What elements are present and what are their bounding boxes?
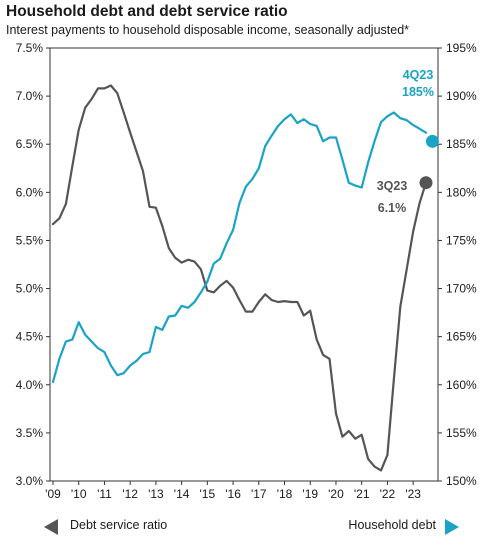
y-left-tick-label: 6.5%: [16, 137, 44, 151]
series: [51, 84, 428, 472]
y-left-tick-label: 7.0%: [16, 89, 44, 103]
x-tick-label: '12: [122, 487, 138, 501]
household-debt-annotation-label: 4Q23: [403, 68, 434, 82]
household-debt-line: [51, 111, 428, 383]
y-left-tick-label: 3.5%: [16, 426, 44, 440]
x-tick-label: '11: [97, 487, 112, 501]
y-left-tick-label: 4.0%: [16, 378, 44, 392]
x-tick-label: '20: [328, 487, 344, 501]
y-right-tick-label: 185%: [446, 137, 477, 151]
y-right-tick-label: 165%: [446, 330, 477, 344]
x-tick-label: '18: [277, 487, 293, 501]
legend-debt-service: Debt service ratio: [70, 518, 168, 532]
chart-title: Household debt and debt service ratio: [6, 3, 288, 20]
x-tick-label: '22: [380, 487, 396, 501]
debt-service-end-marker: [419, 176, 433, 190]
y-right-tick-label: 160%: [446, 378, 477, 392]
y-left-tick-label: 6.0%: [16, 185, 44, 199]
x-tick-label: '16: [225, 487, 241, 501]
y-right-tick-label: 170%: [446, 282, 477, 296]
x-tick-label: '17: [251, 487, 267, 501]
y-right-tick-label: 180%: [446, 185, 477, 199]
x-tick-label: '15: [200, 487, 216, 501]
household-debt-legend-marker: [445, 519, 459, 535]
x-tick-label: '21: [354, 487, 370, 501]
x-tick-label: '23: [405, 487, 421, 501]
x-tick-label: '10: [71, 487, 87, 501]
x-tick-label: '13: [148, 487, 164, 501]
x-tick-label: '09: [45, 487, 61, 501]
x-tick-label: '19: [302, 487, 318, 501]
chart-subtitle: Interest payments to household disposabl…: [6, 23, 410, 37]
y-right-tick-label: 190%: [446, 89, 477, 103]
plot-frame: [49, 47, 439, 482]
axes: 7.5% 7.0% 6.5% 6.0% 5.5% 5.0% 4.5% 4.0% 3.5% 3.0%…: [16, 41, 477, 501]
y-right-tick-label: 175%: [446, 233, 477, 247]
debt-service-ratio-line: [51, 84, 428, 472]
debt-service-legend-marker: [44, 519, 58, 535]
y-left-tick-label: 5.5%: [16, 233, 44, 247]
y-right-tick-label: 150%: [446, 474, 477, 488]
legend-household-debt: Household debt: [348, 518, 436, 532]
y-right-tick-label: 155%: [446, 426, 477, 440]
debt-service-annotation-value: 6.1%: [378, 201, 407, 215]
y-left-tick-label: 5.0%: [16, 282, 44, 296]
y-left-tick-label: 7.5%: [16, 41, 44, 55]
household-debt-end-marker: [425, 134, 439, 148]
annotations: 4Q23 185% 3Q23 6.1%: [377, 68, 439, 215]
x-tick-label: '14: [174, 487, 190, 501]
debt-service-annotation-label: 3Q23: [377, 179, 408, 193]
y-left-tick-label: 4.5%: [16, 330, 44, 344]
y-right-tick-label: 195%: [446, 41, 477, 55]
y-left-tick-label: 3.0%: [16, 474, 44, 488]
household-debt-annotation-value: 185%: [402, 85, 434, 99]
